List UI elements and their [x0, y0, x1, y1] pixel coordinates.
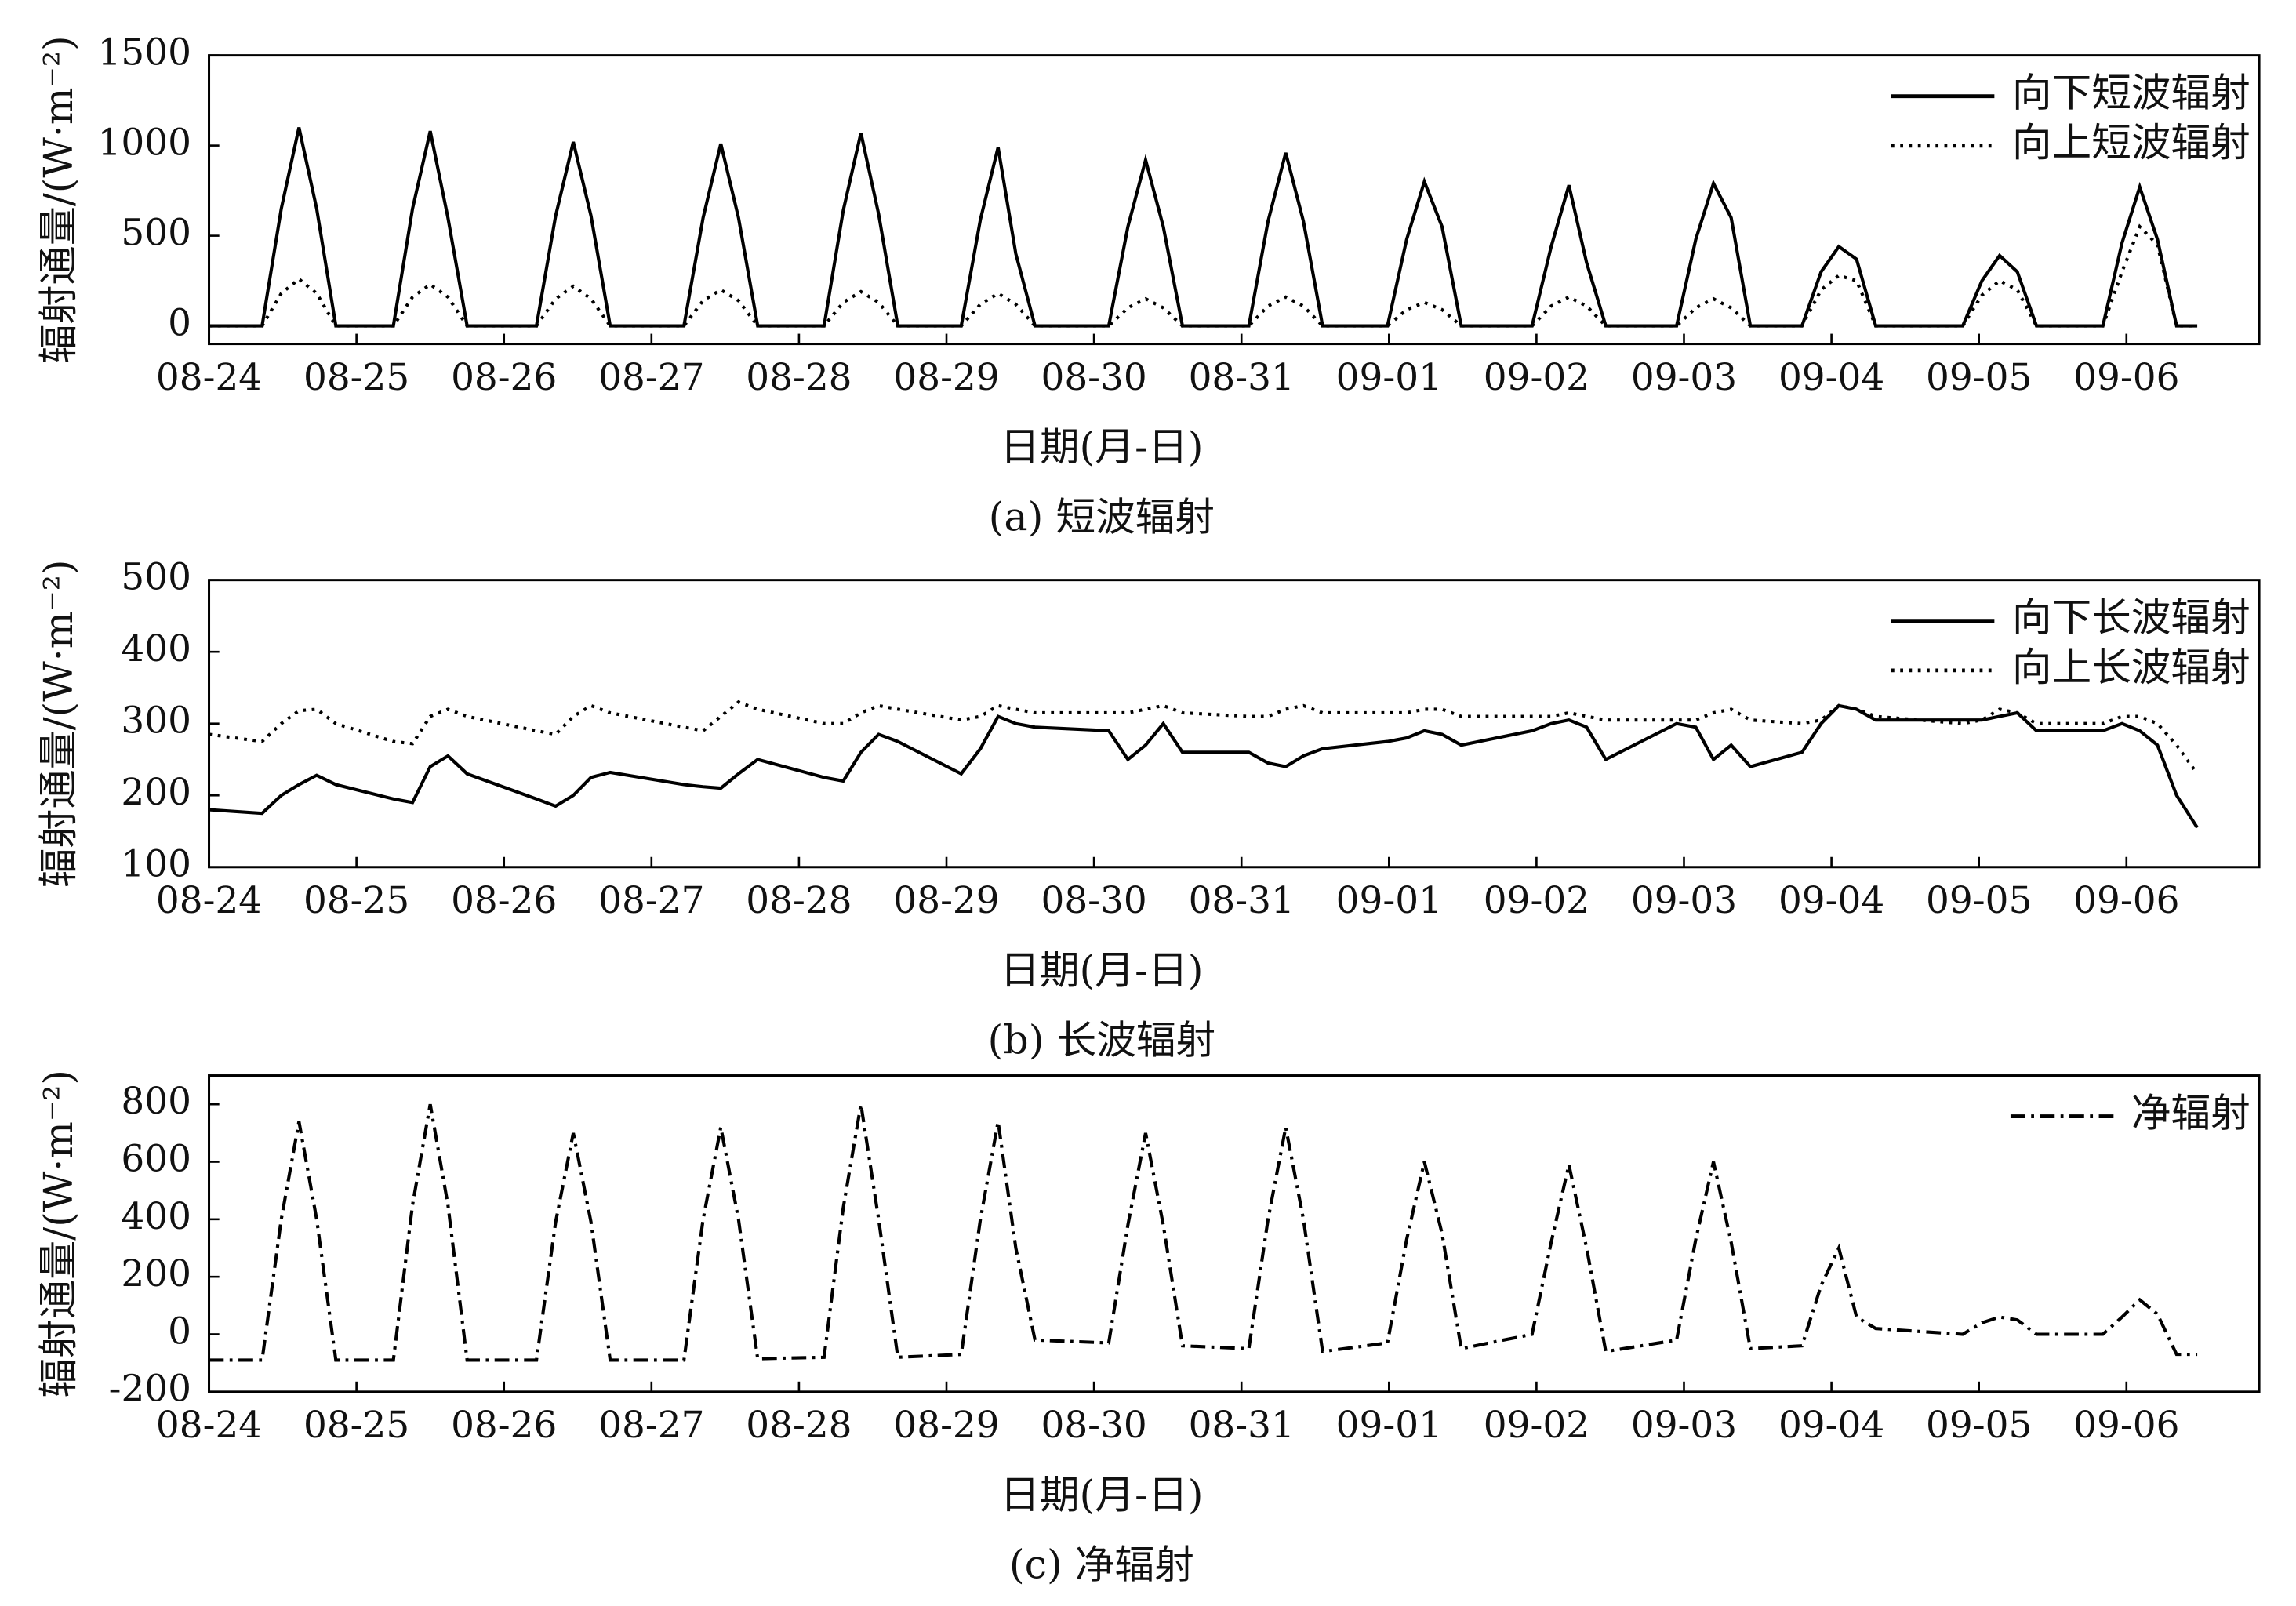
legend-label: 向上长波辐射 — [2012, 644, 2251, 690]
caption: (a) 短波辐射 — [989, 494, 1215, 540]
y-tick-label: 500 — [121, 557, 191, 599]
x-tick-label: 08-27 — [598, 1404, 704, 1447]
x-tick-label: 08-27 — [598, 357, 704, 399]
x-tick-label: 08-29 — [893, 1404, 999, 1447]
x-tick-label: 08-26 — [451, 357, 557, 399]
legend-label: 向下短波辐射 — [2012, 70, 2251, 116]
x-tick-label: 09-03 — [1631, 357, 1737, 399]
y-axis-label: 辐射通量/(W·m⁻²) — [35, 560, 82, 888]
x-tick-label: 08-26 — [451, 880, 557, 922]
x-axis-label: 日期(月-日) — [1000, 1472, 1203, 1518]
x-tick-label: 08-26 — [451, 1404, 557, 1447]
x-tick-label: 09-06 — [2073, 357, 2179, 399]
x-tick-label: 08-27 — [598, 880, 704, 922]
x-tick-label: 09-02 — [1484, 880, 1589, 922]
x-tick-label: 09-02 — [1484, 357, 1589, 399]
x-tick-label: 09-01 — [1336, 357, 1442, 399]
x-tick-label: 09-04 — [1778, 357, 1884, 399]
data-line — [209, 223, 2198, 328]
x-tick-label: 08-30 — [1041, 1404, 1146, 1447]
x-tick-label: 09-02 — [1484, 1404, 1589, 1447]
x-tick-label: 08-28 — [746, 880, 852, 922]
y-tick-label: 0 — [168, 1311, 191, 1353]
y-axis-label: 辐射通量/(W·m⁻²) — [35, 35, 82, 363]
x-tick-label: 09-01 — [1336, 1404, 1442, 1447]
plot-frame — [208, 1074, 2261, 1393]
x-tick-label: 08-24 — [156, 1404, 262, 1447]
y-tick-label: 400 — [121, 628, 191, 670]
y-tick-label: 1000 — [98, 122, 191, 165]
x-tick-label: 08-31 — [1189, 1404, 1295, 1447]
x-tick-label: 09-06 — [2073, 1404, 2179, 1447]
x-axis-label: 日期(月-日) — [1000, 423, 1203, 470]
x-tick-label: 09-03 — [1631, 1404, 1737, 1447]
legend-label: 向上短波辐射 — [2012, 119, 2251, 165]
x-tick-label: 09-04 — [1778, 880, 1884, 922]
x-tick-label: 09-03 — [1631, 880, 1737, 922]
y-tick-label: 800 — [121, 1081, 191, 1123]
y-tick-label: 0 — [168, 303, 191, 345]
y-tick-label: 400 — [121, 1196, 191, 1238]
x-tick-label: 08-29 — [893, 880, 999, 922]
y-tick-label: 300 — [121, 700, 191, 743]
plot-frame — [208, 54, 2261, 346]
x-tick-label: 08-30 — [1041, 880, 1146, 922]
x-tick-label: 08-28 — [746, 357, 852, 399]
x-tick-label: 08-25 — [303, 357, 409, 399]
legend-label: 向下长波辐射 — [2012, 594, 2251, 641]
x-tick-label: 08-25 — [303, 880, 409, 922]
y-tick-label: 500 — [121, 213, 191, 255]
x-tick-label: 09-05 — [1926, 1404, 2032, 1447]
caption: (b) 长波辐射 — [988, 1017, 1216, 1063]
x-tick-label: 08-31 — [1189, 357, 1295, 399]
data-line — [209, 703, 2199, 829]
y-tick-label: 600 — [121, 1139, 191, 1181]
x-tick-label: 09-05 — [1926, 880, 2032, 922]
x-tick-label: 08-31 — [1189, 880, 1295, 922]
x-tick-label: 09-04 — [1778, 1404, 1884, 1447]
x-tick-label: 08-25 — [303, 1404, 409, 1447]
y-tick-label: 1500 — [98, 32, 191, 74]
y-axis-label: 辐射通量/(W·m⁻²) — [35, 1070, 82, 1397]
x-axis-label: 日期(月-日) — [1000, 947, 1203, 994]
legend-label: 净辐射 — [2131, 1090, 2251, 1136]
data-line — [209, 1103, 2198, 1362]
x-tick-label: 09-01 — [1336, 880, 1442, 922]
x-tick-label: 08-29 — [893, 357, 999, 399]
y-tick-label: 200 — [121, 772, 191, 814]
x-tick-label: 09-05 — [1926, 357, 2032, 399]
y-tick-label: 200 — [121, 1253, 191, 1295]
x-tick-label: 08-30 — [1041, 357, 1146, 399]
y-tick-label: 100 — [121, 844, 191, 886]
x-tick-label: 08-28 — [746, 1404, 852, 1447]
data-line — [209, 699, 2199, 775]
x-tick-label: 08-24 — [156, 357, 262, 399]
caption: (c) 净辐射 — [1009, 1542, 1194, 1588]
data-line — [209, 127, 2198, 328]
x-tick-label: 08-24 — [156, 880, 262, 922]
y-tick-label: -200 — [109, 1368, 191, 1411]
x-tick-label: 09-06 — [2073, 880, 2179, 922]
